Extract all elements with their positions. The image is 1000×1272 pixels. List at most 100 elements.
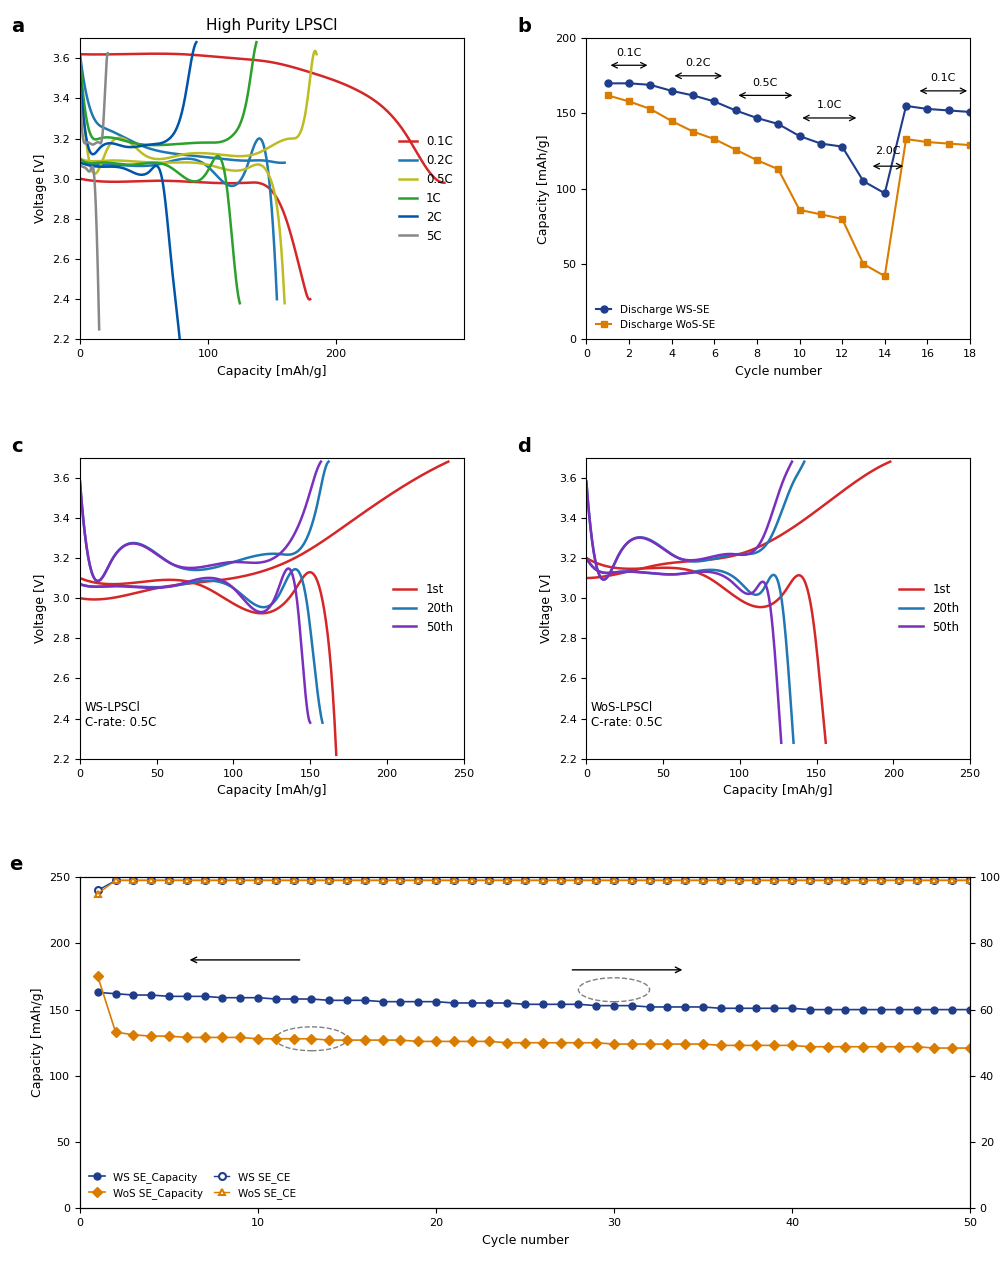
- WoS SE_Capacity: [288, 1032, 300, 1047]
- Discharge WoS-SE: [879, 268, 891, 284]
- WS SE_Capacity: [857, 1002, 869, 1018]
- WoS SE_CE: [644, 873, 656, 888]
- Text: 0.1C: 0.1C: [616, 48, 642, 57]
- WoS SE_Capacity: [341, 1033, 353, 1048]
- WoS SE_Capacity: [804, 1039, 816, 1054]
- WoS SE_CE: [466, 873, 478, 888]
- Discharge WS-SE: [730, 103, 742, 118]
- WoS SE_CE: [145, 873, 157, 888]
- Y-axis label: Capacity [mAh/g]: Capacity [mAh/g]: [537, 134, 550, 243]
- Legend: Discharge WS-SE, Discharge WoS-SE: Discharge WS-SE, Discharge WoS-SE: [592, 300, 719, 335]
- WoS SE_Capacity: [305, 1032, 317, 1047]
- WS SE_CE: [270, 873, 282, 888]
- WoS SE_CE: [928, 873, 940, 888]
- X-axis label: Cycle number: Cycle number: [735, 365, 822, 378]
- Line: WS SE_Capacity: WS SE_Capacity: [94, 988, 973, 1013]
- Legend: 1st, 20th, 50th: 1st, 20th, 50th: [894, 577, 964, 639]
- WoS SE_CE: [590, 873, 602, 888]
- WS SE_Capacity: [537, 997, 549, 1013]
- WoS SE_CE: [875, 873, 887, 888]
- WoS SE_Capacity: [608, 1037, 620, 1052]
- WS SE_CE: [412, 873, 424, 888]
- WS SE_Capacity: [893, 1002, 905, 1018]
- Discharge WoS-SE: [687, 123, 699, 139]
- WoS SE_Capacity: [199, 1030, 211, 1046]
- WS SE_Capacity: [946, 1002, 958, 1018]
- X-axis label: Capacity [mAh/g]: Capacity [mAh/g]: [217, 784, 327, 798]
- WoS SE_CE: [234, 873, 246, 888]
- WS SE_CE: [572, 873, 584, 888]
- WoS SE_Capacity: [377, 1033, 389, 1048]
- WoS SE_Capacity: [768, 1038, 780, 1053]
- WS SE_Capacity: [412, 993, 424, 1009]
- WS SE_Capacity: [448, 996, 460, 1011]
- WoS SE_CE: [359, 873, 371, 888]
- WoS SE_CE: [715, 873, 727, 888]
- WoS SE_CE: [661, 873, 673, 888]
- Discharge WoS-SE: [900, 131, 912, 146]
- Y-axis label: Capacity [mAh/g]: Capacity [mAh/g]: [31, 988, 44, 1098]
- WoS SE_Capacity: [555, 1035, 567, 1051]
- Discharge WS-SE: [772, 116, 784, 131]
- WoS SE_Capacity: [483, 1034, 495, 1049]
- WoS SE_Capacity: [786, 1038, 798, 1053]
- WS SE_Capacity: [661, 1000, 673, 1015]
- WS SE_Capacity: [786, 1001, 798, 1016]
- WoS SE_CE: [822, 873, 834, 888]
- WoS SE_Capacity: [572, 1035, 584, 1051]
- WS SE_Capacity: [839, 1002, 851, 1018]
- WS SE_CE: [288, 873, 300, 888]
- WoS SE_Capacity: [127, 1028, 139, 1043]
- Discharge WS-SE: [943, 103, 955, 118]
- WS SE_CE: [768, 873, 780, 888]
- WS SE_Capacity: [377, 993, 389, 1009]
- WoS SE_Capacity: [679, 1037, 691, 1052]
- WoS SE_Capacity: [537, 1035, 549, 1051]
- Discharge WoS-SE: [836, 211, 848, 226]
- WS SE_Capacity: [679, 1000, 691, 1015]
- WS SE_CE: [216, 873, 228, 888]
- Discharge WS-SE: [666, 83, 678, 98]
- WS SE_CE: [822, 873, 834, 888]
- WS SE_CE: [359, 873, 371, 888]
- WoS SE_Capacity: [92, 969, 104, 985]
- WS SE_Capacity: [110, 986, 122, 1001]
- WS SE_Capacity: [127, 987, 139, 1002]
- Text: e: e: [9, 856, 22, 874]
- WoS SE_CE: [964, 873, 976, 888]
- WS SE_Capacity: [750, 1001, 762, 1016]
- WS SE_CE: [448, 873, 460, 888]
- WS SE_Capacity: [430, 993, 442, 1009]
- Discharge WoS-SE: [602, 88, 614, 103]
- WS SE_CE: [483, 873, 495, 888]
- Y-axis label: Voltage [V]: Voltage [V]: [34, 154, 47, 224]
- Discharge WS-SE: [857, 173, 869, 188]
- WS SE_Capacity: [199, 988, 211, 1004]
- Discharge WoS-SE: [730, 142, 742, 158]
- Discharge WoS-SE: [815, 207, 827, 223]
- WoS SE_Capacity: [359, 1033, 371, 1048]
- WoS SE_Capacity: [466, 1034, 478, 1049]
- WoS SE_CE: [626, 873, 638, 888]
- WoS SE_CE: [893, 873, 905, 888]
- WS SE_Capacity: [270, 991, 282, 1006]
- WS SE_Capacity: [234, 990, 246, 1005]
- WoS SE_Capacity: [644, 1037, 656, 1052]
- WS SE_Capacity: [768, 1001, 780, 1016]
- Legend: 1st, 20th, 50th: 1st, 20th, 50th: [388, 577, 458, 639]
- Text: c: c: [11, 436, 23, 455]
- WoS SE_CE: [804, 873, 816, 888]
- WoS SE_CE: [501, 873, 513, 888]
- WS SE_Capacity: [928, 1002, 940, 1018]
- Discharge WoS-SE: [751, 153, 763, 168]
- WS SE_CE: [234, 873, 246, 888]
- X-axis label: Capacity [mAh/g]: Capacity [mAh/g]: [217, 365, 327, 378]
- WS SE_CE: [305, 873, 317, 888]
- WS SE_CE: [893, 873, 905, 888]
- WoS SE_CE: [483, 873, 495, 888]
- WS SE_CE: [644, 873, 656, 888]
- WS SE_CE: [394, 873, 406, 888]
- WoS SE_Capacity: [181, 1030, 193, 1046]
- WS SE_Capacity: [394, 993, 406, 1009]
- WS SE_Capacity: [501, 996, 513, 1011]
